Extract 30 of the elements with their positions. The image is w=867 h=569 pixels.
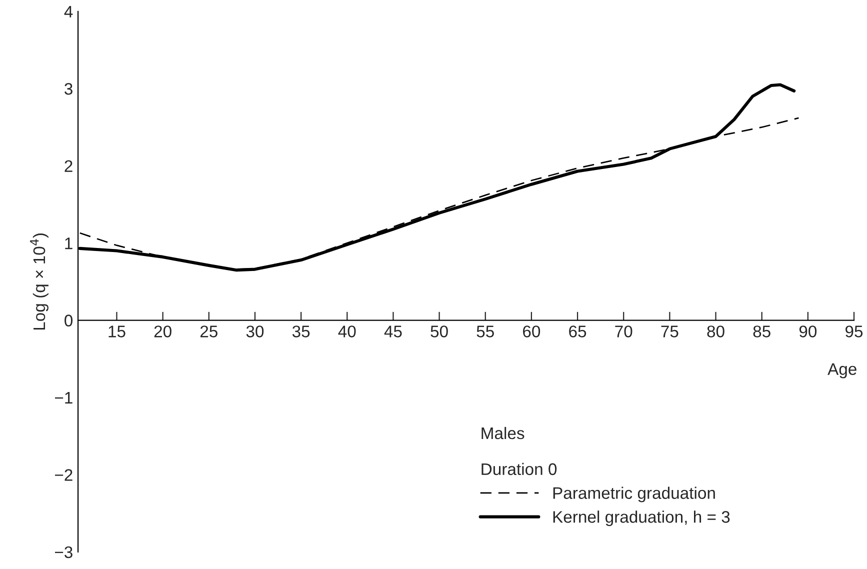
y-tick-label: 2 <box>64 160 72 172</box>
x-tick-label: 45 <box>384 326 402 338</box>
x-tick-label: 25 <box>200 326 218 338</box>
x-tick-label: 75 <box>661 326 678 338</box>
y-tick-label: −3 <box>54 546 72 558</box>
legend-label: Parametric graduation <box>553 486 715 502</box>
x-tick-label: 95 <box>846 326 863 338</box>
x-tick-label: 30 <box>246 326 264 338</box>
legend-label: Kernel graduation, h = 3 <box>553 510 730 526</box>
x-tick-label: 90 <box>799 326 817 338</box>
y-tick-label: −1 <box>54 392 72 404</box>
y-tick-label: 1 <box>65 238 72 250</box>
x-tick-label: 20 <box>154 326 172 338</box>
y-tick-label: 3 <box>64 83 72 95</box>
y-tick-label: 4 <box>64 6 73 18</box>
y-axis-title: Log (q × 10$^{4}$) <box>30 234 48 330</box>
x-tick-label: 85 <box>753 326 770 338</box>
x-tick-label: 15 <box>108 326 126 338</box>
x-tick-label: 55 <box>476 326 494 338</box>
x-tick-label: 60 <box>523 326 540 338</box>
y-tick-label: 0 <box>64 314 73 326</box>
x-tick-label: 80 <box>707 326 724 338</box>
x-axis-title: Age <box>828 363 856 378</box>
text: Males Duration 0 <box>482 426 557 476</box>
x-tick-label: 65 <box>569 326 586 338</box>
x-tick-label: 70 <box>615 326 632 338</box>
x-tick-label: 35 <box>292 326 310 338</box>
y-tick-label: −2 <box>54 469 72 481</box>
x-tick-label: 40 <box>338 326 356 338</box>
x-tick-label: 50 <box>430 326 448 338</box>
